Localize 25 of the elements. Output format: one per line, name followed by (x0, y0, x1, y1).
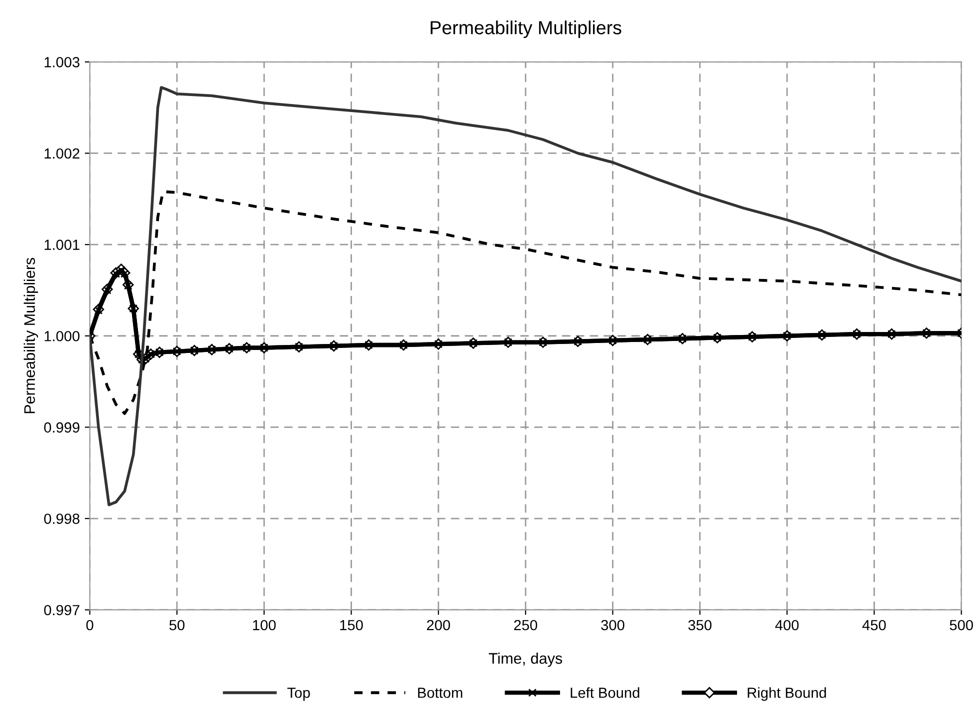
x-tick-label: 200 (426, 620, 450, 630)
legend-label: Left Bound (570, 687, 640, 698)
x-tick-label: 150 (340, 620, 363, 630)
y-tick-label: 1.003 (44, 57, 80, 68)
y-axis-title: Permeability Multipliers (24, 258, 38, 414)
x-tick-label: 250 (514, 620, 538, 630)
x-tick-label: 350 (688, 620, 712, 630)
x-tick-label: 500 (950, 620, 973, 630)
y-tick-label: 0.999 (44, 422, 80, 433)
x-tick-label: 0 (86, 620, 94, 630)
x-tick-label: 50 (169, 620, 184, 630)
legend-label: Top (287, 688, 310, 701)
x-tick-label: 400 (775, 620, 799, 630)
y-tick-label: 1.001 (44, 240, 80, 250)
x-tick-label: 450 (862, 620, 886, 630)
legend-label: Right Bound (748, 687, 826, 701)
x-tick-label: 300 (601, 620, 624, 630)
y-tick-label: 1.000 (44, 330, 80, 342)
y-tick-label: 0.997 (44, 604, 80, 616)
x-axis-title: Time, days (488, 652, 562, 667)
x-tick-label: 100 (253, 620, 276, 630)
y-tick-label: 0.998 (44, 514, 80, 524)
y-tick-label: 1.002 (44, 148, 80, 159)
chart-title: Permeability Multipliers (430, 20, 622, 38)
legend-label: Bottom (418, 688, 462, 698)
